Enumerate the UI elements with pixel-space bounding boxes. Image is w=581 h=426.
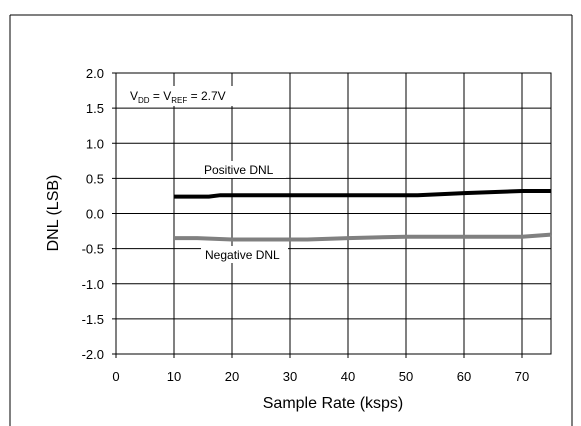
y-tick-label: -2.0 xyxy=(82,347,104,362)
x-tick-label: 30 xyxy=(283,369,297,384)
x-tick-label: 0 xyxy=(112,369,119,384)
x-tick-labels: 0 10 20 30 40 50 60 70 xyxy=(112,369,529,384)
condition-annotation-bg xyxy=(126,86,256,106)
y-tick-label: 2.0 xyxy=(86,66,104,81)
y-axis-title: DNL (LSB) xyxy=(45,175,62,252)
y-tick-label: 0.5 xyxy=(86,171,104,186)
plot-area-border xyxy=(115,72,552,355)
x-tick-label: 10 xyxy=(167,369,181,384)
negative-dnl-label-bg xyxy=(201,246,288,263)
positive-dnl-line xyxy=(174,189,551,199)
negative-dnl-label: Negative DNL xyxy=(205,248,280,262)
x-tick-label: 50 xyxy=(399,369,413,384)
y-tick-label: -0.5 xyxy=(82,242,104,257)
y-tick-label: 1.5 xyxy=(86,101,104,116)
y-tick-label: -1.5 xyxy=(82,312,104,327)
negative-dnl-line xyxy=(174,232,552,242)
y-tick-label: 1.0 xyxy=(86,136,104,151)
condition-annotation: VDD = VREF = 2.7V xyxy=(130,89,226,105)
y-tick-label: 0.0 xyxy=(86,207,104,222)
x-tick-label: 60 xyxy=(457,369,471,384)
x-tick-label: 70 xyxy=(515,369,529,384)
positive-dnl-label-bg xyxy=(201,161,286,178)
grid xyxy=(112,72,551,358)
series-layer xyxy=(174,189,552,242)
y-tick-label: -1.0 xyxy=(82,277,104,292)
positive-dnl-label: Positive DNL xyxy=(204,163,274,177)
x-tick-label: 20 xyxy=(225,369,239,384)
x-axis-title: Sample Rate (ksps) xyxy=(263,395,404,412)
y-tick-labels: 2.0 1.5 1.0 0.5 0.0 -0.5 -1.0 -1.5 -2.0 xyxy=(82,66,104,362)
x-tick-label: 40 xyxy=(341,369,355,384)
